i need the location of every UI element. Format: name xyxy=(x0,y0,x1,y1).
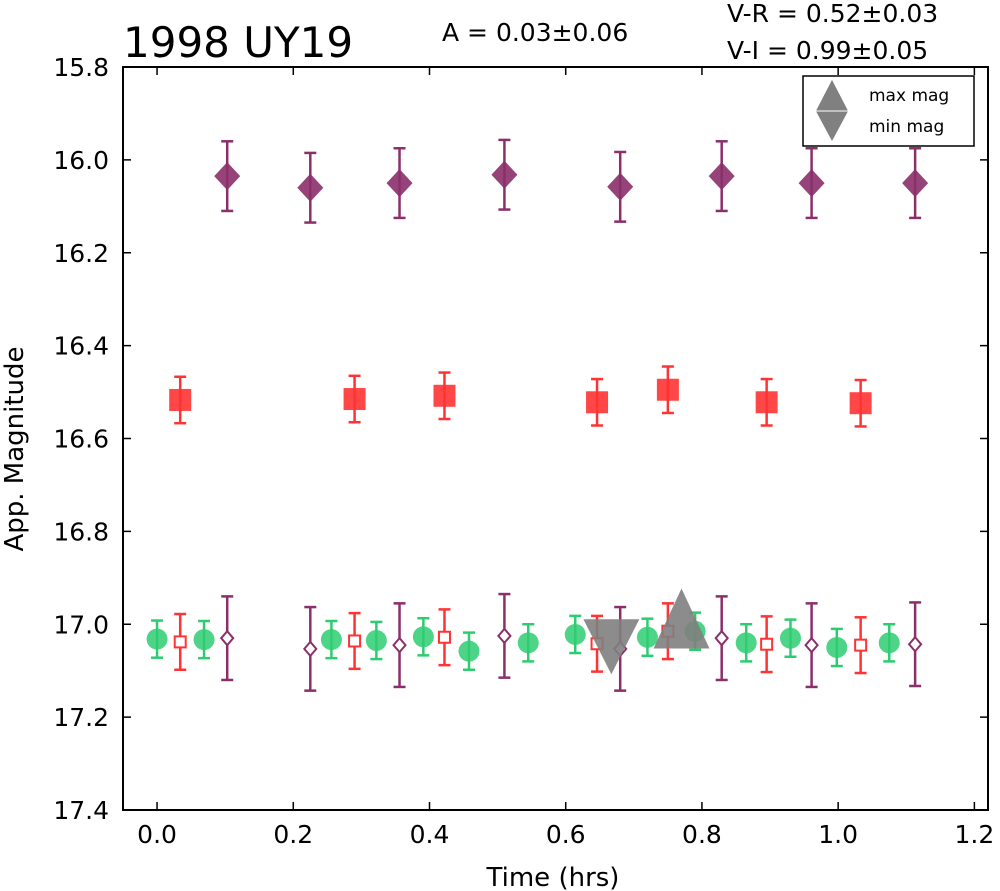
x-tick-label: 1.0 xyxy=(818,820,858,849)
x-axis-label: Time (hrs) xyxy=(486,863,620,891)
open-diamond-point xyxy=(714,629,730,647)
circle-point xyxy=(320,629,342,651)
circle-point xyxy=(878,632,900,654)
y-tick-label: 16.8 xyxy=(53,517,109,546)
circle-point xyxy=(735,632,757,654)
chart-title: 1998 UY19 xyxy=(123,18,353,67)
x-tick-label: 1.2 xyxy=(954,820,994,849)
y-tick-label: 16.2 xyxy=(53,239,109,268)
color-vi-annotation: V-I = 0.99±0.05 xyxy=(727,36,928,65)
circle-point xyxy=(412,626,434,648)
square-point xyxy=(849,392,872,415)
legend-min-mag-marker xyxy=(816,111,848,142)
diamond-point xyxy=(386,169,413,198)
circle-point xyxy=(517,632,539,654)
open-diamond-point xyxy=(497,627,512,645)
y-tick-label: 16.4 xyxy=(53,332,109,361)
square-point xyxy=(343,388,366,411)
y-tick-label: 17.2 xyxy=(53,703,109,732)
open-square-point xyxy=(437,630,451,644)
plot-marks xyxy=(146,138,929,692)
diamond-point xyxy=(214,162,241,191)
diamond-point xyxy=(902,169,929,198)
square-point xyxy=(755,391,778,414)
square-point xyxy=(586,391,609,414)
circle-point xyxy=(826,636,848,658)
diamond-point xyxy=(708,162,735,191)
x-tick-label: 0.2 xyxy=(273,820,313,849)
circle-point xyxy=(564,623,586,645)
diamond-point xyxy=(491,160,518,189)
color-vr-annotation: V-R = 0.52±0.03 xyxy=(727,0,938,28)
circle-point xyxy=(636,626,658,648)
square-point xyxy=(169,388,192,411)
x-tick-label: 0.0 xyxy=(137,820,177,849)
x-tick-label: 0.8 xyxy=(682,820,722,849)
plot-frame xyxy=(122,66,989,811)
open-square-point xyxy=(854,638,868,652)
open-square-point xyxy=(173,635,187,649)
circle-point xyxy=(146,628,168,650)
open-square-point xyxy=(760,637,774,651)
circle-point xyxy=(365,630,387,652)
diamond-point xyxy=(798,169,825,198)
legend-max-mag-marker xyxy=(816,79,848,111)
legend-max-mag-label: max mag xyxy=(869,86,949,106)
open-diamond-point xyxy=(392,636,407,654)
y-tick-label: 17.4 xyxy=(53,796,109,825)
axis-ticks: 0.0 0.2 0.4 0.6 0.8 1.0 1.2 15.8 16.0 16.2 16.4 16.… xyxy=(53,53,994,849)
circle-point xyxy=(193,629,215,651)
min-mag-marker xyxy=(583,619,640,675)
open-diamond-point xyxy=(219,629,235,647)
diamond-point xyxy=(607,172,634,201)
legend: max mag min mag xyxy=(802,75,975,147)
square-point xyxy=(656,378,679,401)
open-square-point xyxy=(348,634,362,648)
square-point xyxy=(433,384,456,407)
circle-point xyxy=(458,640,480,662)
circle-point xyxy=(779,627,801,649)
y-tick-label: 16.6 xyxy=(53,425,109,454)
y-axis-label: App. Magnitude xyxy=(0,346,30,551)
x-tick-label: 0.6 xyxy=(546,820,586,849)
open-diamond-point xyxy=(804,636,819,654)
open-diamond-point xyxy=(302,640,318,658)
y-tick-label: 15.8 xyxy=(53,53,109,82)
y-tick-label: 16.0 xyxy=(53,146,109,175)
legend-min-mag-label: min mag xyxy=(869,117,944,137)
open-diamond-point xyxy=(907,635,923,653)
x-tick-label: 0.4 xyxy=(410,820,450,849)
diamond-point xyxy=(297,173,324,202)
max-mag-marker xyxy=(653,588,710,649)
y-tick-label: 17.0 xyxy=(53,610,109,639)
amplitude-annotation: A = 0.03±0.06 xyxy=(442,18,628,47)
